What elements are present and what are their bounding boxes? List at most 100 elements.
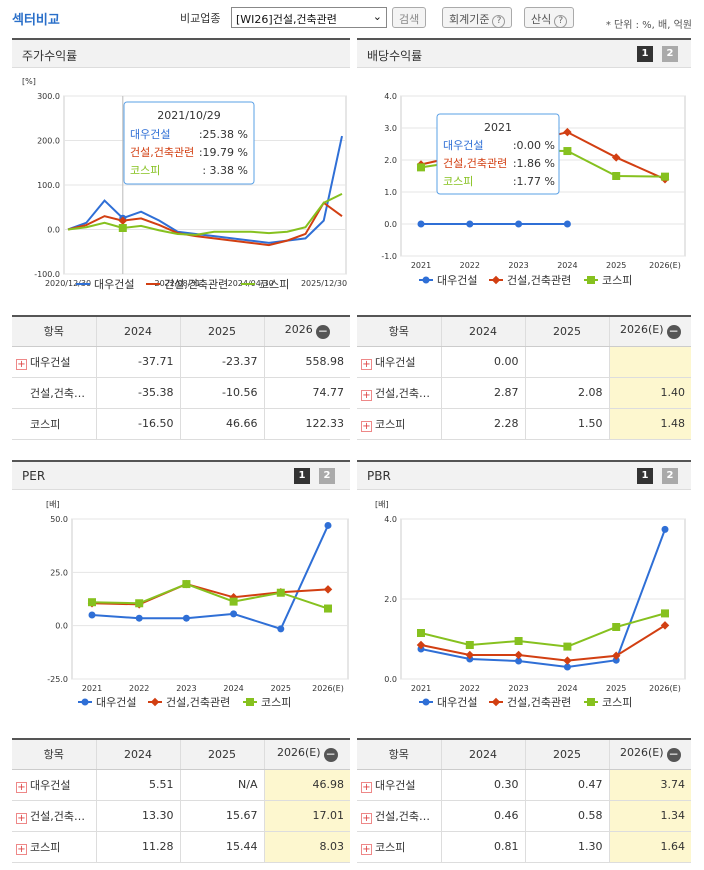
cell: 1.40	[609, 377, 691, 409]
row-name[interactable]: + 대우건설	[12, 769, 97, 801]
cell: 2.28	[441, 408, 526, 440]
data-point	[661, 172, 669, 181]
expand-icon[interactable]: +	[16, 843, 27, 855]
collapse-icon[interactable]: −	[666, 747, 681, 763]
expand-icon[interactable]: +	[16, 781, 27, 793]
formula-button-label: 산식	[531, 13, 552, 26]
formula-button[interactable]: 산식?	[524, 7, 575, 28]
col-header-last: 2026(E) −	[264, 739, 350, 770]
y-tick-label: 0.0	[55, 622, 68, 631]
series-line	[91, 583, 329, 606]
sector-select-value: [WI26]건설,건축관련	[236, 13, 337, 26]
y-tick-label: -1.0	[381, 252, 397, 261]
expand-icon[interactable]: +	[361, 812, 372, 824]
per-panel: PER 1 2 50.0 25.0 0.0 -25.0 [배] 2021 2022 2023 2…	[12, 460, 350, 716]
expand-icon[interactable]: +	[16, 812, 27, 824]
expand-icon[interactable]: +	[361, 781, 372, 793]
help-icon: ?	[492, 15, 506, 28]
data-point	[661, 609, 669, 618]
data-point	[563, 127, 572, 137]
col-header: 2025	[525, 739, 610, 770]
accounting-button-label: 회계기준	[449, 13, 490, 26]
x-tick-label: 2024	[557, 261, 577, 270]
data-point	[276, 588, 285, 597]
tooltip-value: :25.38 %	[199, 128, 248, 141]
expand-icon[interactable]: +	[361, 389, 372, 401]
x-tick-label: 2021	[411, 261, 431, 270]
collapse-icon[interactable]: −	[315, 324, 330, 340]
pbr-table: 항목 2024 2025 2026(E) − + 대우건설 0.30 0.47 3.…	[357, 738, 691, 863]
page-1-button[interactable]: 1	[294, 468, 310, 484]
collapse-icon[interactable]: −	[323, 747, 338, 763]
row-name-label: 코스피	[375, 840, 406, 854]
search-button-label: 검색	[399, 13, 420, 26]
expand-icon[interactable]: +	[361, 420, 372, 432]
table-row: + 코스피 11.28 15.44 8.03	[12, 831, 350, 863]
x-tick-label: 2026(E)	[312, 684, 344, 693]
data-point	[587, 276, 595, 284]
accounting-standard-button[interactable]: 회계기준?	[442, 7, 513, 28]
col-header: 2025	[180, 316, 265, 347]
data-point	[277, 625, 285, 633]
cell: -23.37	[180, 346, 265, 378]
expand-icon[interactable]: +	[361, 843, 372, 855]
data-point	[491, 275, 501, 285]
data-point	[612, 656, 620, 664]
row-name[interactable]: + 코스피	[357, 831, 442, 863]
pbr-panel: PBR 1 2 4.0 2.0 0.0 [배] 2021 2022 2023 2024 2025…	[357, 460, 691, 716]
data-point	[563, 663, 571, 671]
data-point	[563, 642, 572, 651]
series-line	[67, 135, 343, 244]
per-chart: 50.0 25.0 0.0 -25.0 [배] 2021 2022 2023 2024 2025 2…	[46, 500, 349, 709]
tooltip-series-name: 건설,건축관련	[130, 146, 194, 159]
page-1-button[interactable]: 1	[637, 46, 653, 62]
row-name[interactable]: + 대우건설	[357, 769, 442, 801]
data-point	[118, 216, 128, 225]
table-row: + 대우건설 0.30 0.47 3.74	[357, 769, 691, 801]
page-1-button[interactable]: 1	[637, 468, 653, 484]
top-bar: 섹터비교 비교업종 [WI26]건설,건축관련 ⌄ 검색 회계기준? 산식? *…	[0, 0, 704, 36]
legend-label: 건설,건축관련	[507, 274, 571, 287]
col-header: 2024	[96, 739, 181, 770]
expand-icon[interactable]: +	[361, 358, 372, 370]
row-name[interactable]: + 코스피	[357, 408, 442, 440]
row-name[interactable]: + 대우건설	[12, 346, 97, 378]
data-point	[422, 276, 430, 284]
row-name[interactable]: + 코스피	[12, 831, 97, 863]
expand-icon[interactable]: +	[16, 358, 27, 370]
search-button[interactable]: 검색	[392, 7, 427, 28]
data-point	[563, 147, 572, 156]
page-2-button[interactable]: 2	[662, 46, 678, 62]
cell: 0.81	[441, 831, 526, 863]
tooltip-series-name: 코스피	[130, 164, 160, 177]
data-point	[150, 697, 160, 707]
row-name-label: 대우건설	[375, 778, 416, 792]
y-unit-label: [배]	[375, 500, 389, 509]
tooltip-value: :0.00 %	[513, 139, 555, 152]
page-2-button[interactable]: 2	[662, 468, 678, 484]
stock-return-chart: 300.0 200.0 100.0 0.0 -100.0 [%] 2020/12/30 202…	[22, 77, 347, 291]
x-tick-label: 2023	[176, 684, 196, 693]
x-tick-label: 2022/08/31	[155, 279, 201, 288]
table-header-row: 항목 2024 2025 2026(E) −	[357, 316, 691, 347]
panel-header: PER 1 2	[12, 462, 350, 490]
col-header-last: 2026−	[264, 316, 350, 347]
per-table: 항목 2024 2025 2026(E) − + 대우건설 5.51 N/A 46.…	[12, 738, 350, 863]
panel-header: 배당수익률 1 2	[357, 40, 691, 68]
row-name[interactable]: + 건설,건축…	[357, 377, 442, 409]
row-name[interactable]: + 건설,건축…	[12, 800, 97, 832]
row-name[interactable]: + 대우건설	[357, 346, 442, 378]
plot-frame	[71, 518, 349, 680]
x-tick-label: 2021	[82, 684, 102, 693]
collapse-icon[interactable]: −	[666, 324, 681, 340]
cell: 46.98	[264, 769, 350, 801]
table-row: + 건설,건축… 0.46 0.58 1.34	[357, 800, 691, 832]
data-point	[182, 614, 190, 622]
panel-header: 주가수익률	[12, 40, 350, 68]
row-name[interactable]: + 건설,건축…	[357, 800, 442, 832]
col-header-label: 2026	[284, 323, 313, 337]
tooltip-date: 2021	[484, 121, 512, 134]
page-2-button[interactable]: 2	[319, 468, 335, 484]
sector-select[interactable]: [WI26]건설,건축관련 ⌄	[231, 7, 387, 28]
y-unit-label: [%]	[22, 77, 36, 86]
